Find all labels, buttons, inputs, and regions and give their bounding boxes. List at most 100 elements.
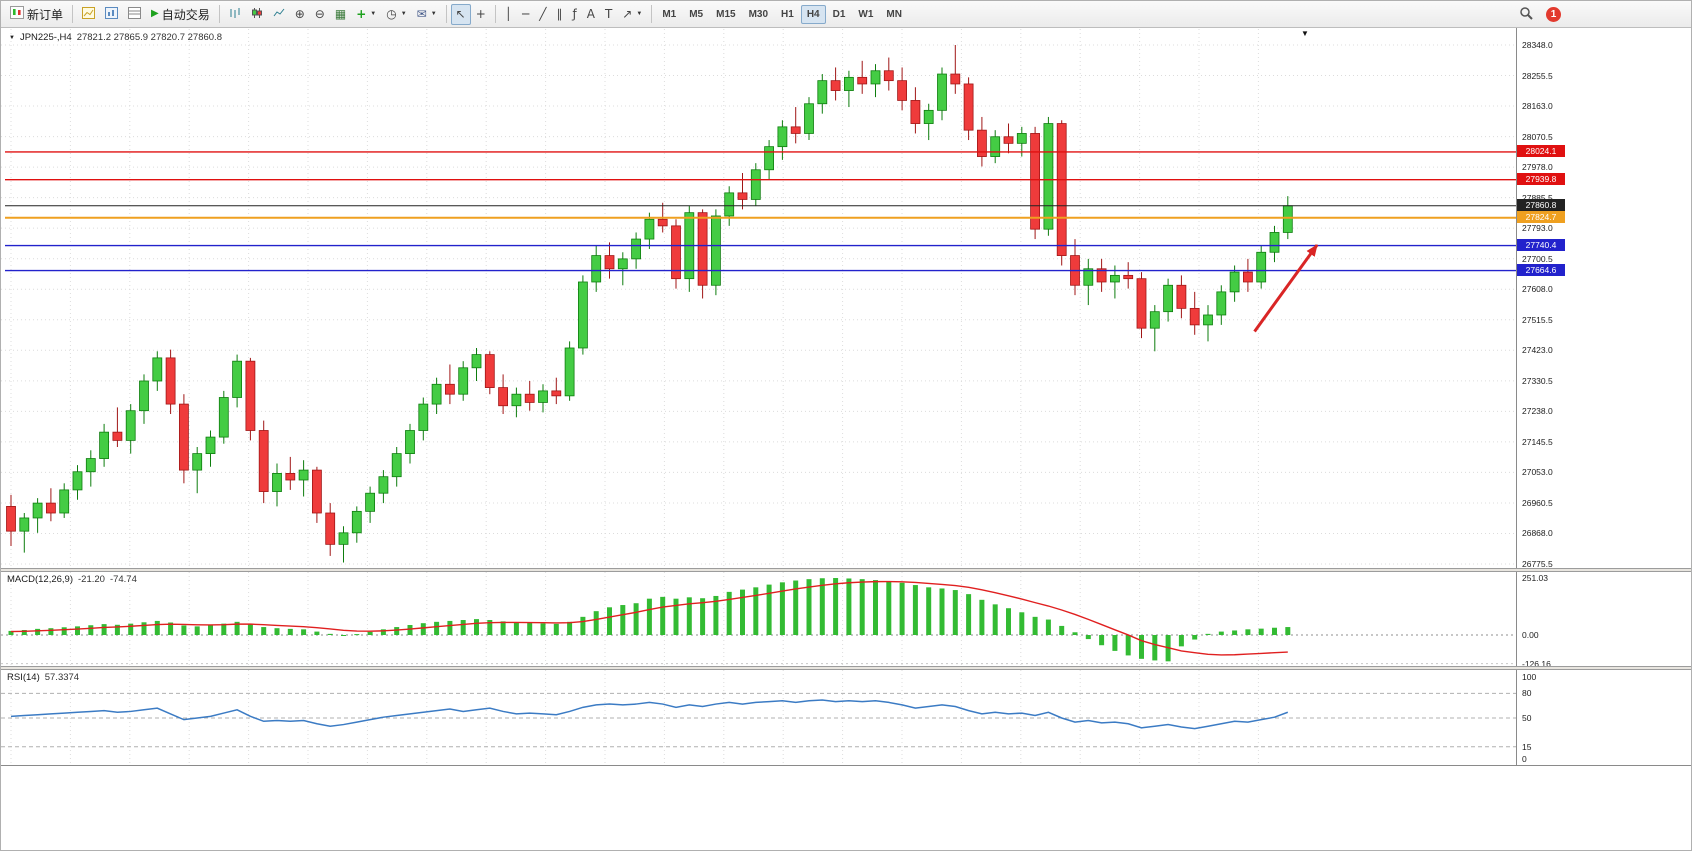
vertical-line-icon: │	[504, 7, 513, 21]
macd-bar	[513, 622, 519, 635]
candle	[152, 357, 163, 382]
price-badge-current-price: 27860.8	[1517, 199, 1565, 212]
macd-bar	[1032, 616, 1038, 635]
cursor-button[interactable]: ↖	[450, 3, 471, 25]
template-icon: ✉	[416, 7, 427, 21]
candle	[1149, 311, 1160, 329]
text-icon: A	[586, 7, 595, 21]
timeframe-button-h1[interactable]: H1	[775, 5, 800, 24]
timeframe-button-m1[interactable]: M1	[656, 5, 682, 24]
candle	[644, 218, 655, 240]
panel-splitter[interactable]	[1, 568, 1691, 572]
fibonacci-button[interactable]: ƒ	[568, 4, 582, 25]
rsi-axis-label: 80	[1522, 688, 1532, 699]
macd-bar	[500, 621, 506, 635]
text-label-button[interactable]: T	[600, 4, 617, 25]
candlestick-chart-button[interactable]	[246, 4, 268, 25]
candle	[963, 83, 974, 131]
candle	[1123, 274, 1134, 280]
macd-bar	[61, 627, 67, 635]
macd-bar	[1192, 635, 1198, 640]
macd-bar	[101, 624, 107, 635]
chart-title: ▼ JPN225-,H4 27821.2 27865.9 27820.7 278…	[9, 32, 222, 43]
macd-bar	[779, 582, 785, 635]
new-order-button[interactable]: 新订单	[5, 4, 68, 25]
clock-icon: ◷	[386, 7, 397, 21]
text-button[interactable]: A	[582, 4, 600, 25]
line-chart-button[interactable]	[268, 4, 290, 25]
candle	[59, 489, 70, 514]
candle	[365, 492, 376, 512]
arrows-button[interactable]: ↗ ▼	[617, 4, 647, 25]
timeframe-button-m15[interactable]: M15	[710, 5, 741, 24]
candle	[1256, 251, 1267, 283]
auto-trading-icon: ▶	[151, 8, 159, 19]
axis-divider	[1516, 28, 1517, 766]
candle	[857, 76, 868, 85]
vertical-line-button[interactable]: │	[500, 4, 517, 25]
candle	[1163, 284, 1173, 313]
macd-bar	[48, 628, 54, 635]
tile-windows-button[interactable]: ▦	[330, 4, 351, 25]
horizontal-line-button[interactable]: ─	[517, 4, 534, 25]
new-chart-button[interactable]	[77, 4, 100, 25]
channel-button[interactable]: ∥	[552, 4, 568, 25]
timeframe-button-mn[interactable]: MN	[880, 5, 908, 24]
timeframe-button-m30[interactable]: M30	[743, 5, 774, 24]
price-tick: 27885.5	[1522, 192, 1553, 203]
timeframe-button-m5[interactable]: M5	[683, 5, 709, 24]
notification-badge[interactable]: 1	[1546, 6, 1561, 22]
candle	[431, 383, 442, 405]
data-window-button[interactable]	[123, 4, 146, 25]
indicators-button[interactable]: + ▼	[351, 4, 381, 25]
candle	[910, 100, 921, 124]
candle	[391, 453, 402, 478]
macd-bar	[620, 605, 626, 635]
timeframe-button-d1[interactable]: D1	[827, 5, 852, 24]
macd-bar	[274, 628, 280, 635]
macd-bar	[1125, 635, 1131, 656]
trendline-button[interactable]: ╱	[534, 4, 551, 25]
timeframe-button-h4[interactable]: H4	[800, 4, 826, 24]
price-tick: 27793.0	[1522, 223, 1553, 234]
macd-bar	[354, 634, 360, 636]
candle	[192, 453, 203, 471]
annotation-arrow[interactable]	[1253, 244, 1319, 333]
toolbar-separator	[651, 5, 653, 23]
profiles-button[interactable]	[100, 4, 123, 25]
candle	[218, 397, 229, 438]
auto-trading-button[interactable]: ▶ 自动交易	[146, 4, 215, 25]
rsi-panel[interactable]	[1, 670, 1516, 765]
symbol-dropdown-icon[interactable]: ▼	[9, 34, 15, 41]
templates-button[interactable]: ✉ ▼	[412, 4, 442, 25]
candle	[657, 218, 668, 227]
price-tick: 28255.5	[1522, 70, 1553, 81]
macd-panel[interactable]	[1, 572, 1516, 667]
price-tick: 27330.5	[1522, 375, 1553, 386]
candle	[298, 469, 309, 481]
horizontal-line-icon: ─	[522, 7, 530, 21]
macd-bar	[806, 579, 812, 635]
candle	[1096, 268, 1107, 283]
price-chart[interactable]	[1, 29, 1516, 569]
macd-bar	[527, 622, 533, 635]
macd-bar	[726, 591, 732, 635]
candle	[1083, 268, 1094, 286]
price-badge-resistance-upper: 28024.1	[1517, 145, 1565, 158]
macd-bar	[1019, 612, 1025, 635]
timeframe-button-w1[interactable]: W1	[852, 5, 879, 24]
zoom-in-button[interactable]: ⊕	[290, 4, 310, 25]
macd-bar	[766, 584, 772, 635]
zoom-out-button[interactable]: ⊖	[310, 4, 330, 25]
periods-button[interactable]: ◷ ▼	[381, 4, 411, 25]
search-button[interactable]	[1514, 4, 1538, 25]
crosshair-icon: +	[475, 7, 486, 21]
panel-splitter[interactable]	[1, 666, 1691, 670]
crosshair-button[interactable]: +	[471, 4, 491, 25]
bar-chart-button[interactable]	[224, 4, 246, 25]
macd-bar	[128, 623, 134, 635]
candle	[418, 403, 429, 431]
arrow-tool-icon: ↗	[622, 7, 633, 21]
time-axis[interactable]: 21 Mar 202321 Mar 18:5522 Mar 10:5523 Ma…	[1, 765, 1691, 792]
rsi-axis-label: 15	[1522, 741, 1532, 752]
